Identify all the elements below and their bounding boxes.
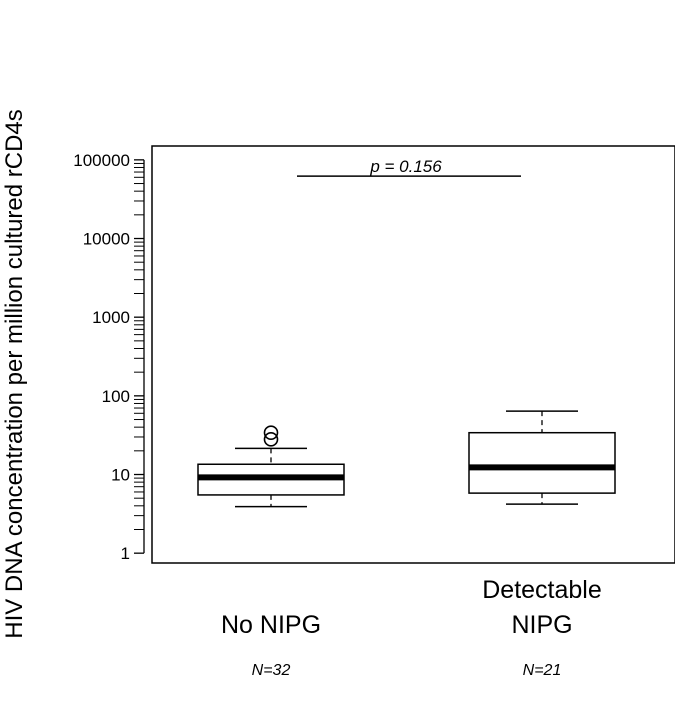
box-group-2 — [468, 410, 616, 505]
y-tick-label: 10 — [111, 466, 130, 485]
outlier-point — [263, 425, 279, 440]
category-label: No NIPG — [221, 611, 321, 639]
n-label: N=21 — [523, 662, 562, 679]
plot-frame — [151, 145, 675, 564]
box-series — [197, 410, 616, 508]
outlier-point — [263, 432, 279, 447]
y-tick-label: 100000 — [73, 151, 130, 170]
y-tick-label: 10000 — [83, 230, 130, 249]
iqr-box — [468, 431, 616, 494]
y-tick-label: 100 — [102, 387, 130, 406]
category-label: Detectable — [482, 576, 602, 604]
n-label: N=32 — [252, 662, 291, 679]
significance-annotation: p = 0.156 — [297, 157, 521, 177]
p-value-label: p = 0.156 — [369, 157, 442, 176]
y-tick-label: 1 — [121, 544, 130, 563]
y-axis-title: HIV DNA concentration per million cultur… — [1, 109, 28, 639]
x-axis-labels: No NIPG N=32 Detectable NIPG N=21 — [221, 576, 602, 679]
category-label: NIPG — [511, 611, 572, 639]
y-axis: 1 10 100 1000 10000 100000 — [73, 151, 145, 563]
box-group-1 — [197, 425, 345, 508]
y-tick-label: 1000 — [92, 308, 130, 327]
